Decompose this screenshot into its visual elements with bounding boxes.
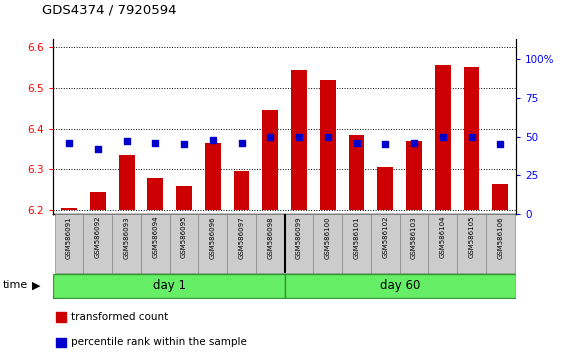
Bar xyxy=(314,214,342,273)
Bar xyxy=(55,214,84,273)
Text: GSM586103: GSM586103 xyxy=(411,216,417,258)
Text: GSM586096: GSM586096 xyxy=(210,216,216,258)
Bar xyxy=(342,214,371,273)
Bar xyxy=(119,155,135,210)
Point xyxy=(93,146,102,152)
Bar xyxy=(349,135,365,210)
Point xyxy=(410,140,419,145)
Text: GDS4374 / 7920594: GDS4374 / 7920594 xyxy=(42,4,177,17)
Bar xyxy=(429,214,457,273)
Bar xyxy=(227,214,256,273)
Point xyxy=(237,140,246,145)
Text: time: time xyxy=(3,280,28,290)
Bar xyxy=(256,214,284,273)
Point xyxy=(295,134,304,139)
Point xyxy=(122,138,131,144)
Text: GSM586106: GSM586106 xyxy=(497,216,503,258)
Point xyxy=(352,140,361,145)
Bar xyxy=(170,214,199,273)
Text: GSM586094: GSM586094 xyxy=(153,216,158,258)
Text: percentile rank within the sample: percentile rank within the sample xyxy=(71,337,247,348)
Point xyxy=(151,140,160,145)
Text: day 1: day 1 xyxy=(153,279,186,292)
Text: GSM586093: GSM586093 xyxy=(123,216,130,258)
Bar xyxy=(90,192,106,210)
Text: GSM586098: GSM586098 xyxy=(268,216,273,258)
Bar xyxy=(56,338,66,347)
Text: GSM586097: GSM586097 xyxy=(238,216,245,258)
Bar xyxy=(61,208,77,210)
Text: GSM586095: GSM586095 xyxy=(181,216,187,258)
Bar xyxy=(435,65,450,210)
Text: GSM586099: GSM586099 xyxy=(296,216,302,258)
Text: GSM586102: GSM586102 xyxy=(383,216,388,258)
Bar xyxy=(284,274,516,298)
Bar xyxy=(141,214,170,273)
Bar xyxy=(53,274,284,298)
Bar xyxy=(399,214,429,273)
Bar xyxy=(284,214,314,273)
Bar xyxy=(112,214,141,273)
Point xyxy=(496,142,505,147)
Text: transformed count: transformed count xyxy=(71,312,168,322)
Point xyxy=(381,142,390,147)
Text: GSM586104: GSM586104 xyxy=(440,216,446,258)
Bar xyxy=(378,167,393,210)
Bar xyxy=(320,80,335,210)
Bar xyxy=(84,214,112,273)
Text: GSM586092: GSM586092 xyxy=(95,216,101,258)
Bar xyxy=(176,187,192,210)
Point xyxy=(467,134,476,139)
Bar xyxy=(56,312,66,322)
Bar xyxy=(457,214,486,273)
Point xyxy=(323,134,332,139)
Text: GSM586091: GSM586091 xyxy=(66,216,72,258)
Bar xyxy=(463,67,480,210)
Point xyxy=(65,140,73,145)
Bar xyxy=(371,214,399,273)
Text: ▶: ▶ xyxy=(32,280,41,290)
Bar xyxy=(148,178,163,210)
Point xyxy=(438,134,447,139)
Bar xyxy=(234,171,250,210)
Bar xyxy=(291,69,307,210)
Point xyxy=(266,134,275,139)
Bar xyxy=(199,214,227,273)
Bar xyxy=(263,110,278,210)
Text: day 60: day 60 xyxy=(380,279,421,292)
Bar xyxy=(486,214,514,273)
Bar xyxy=(493,184,508,210)
Bar xyxy=(205,143,220,210)
Text: GSM586101: GSM586101 xyxy=(353,216,360,258)
Text: GSM586105: GSM586105 xyxy=(468,216,475,258)
Bar xyxy=(406,141,422,210)
Text: GSM586100: GSM586100 xyxy=(325,216,331,258)
Point xyxy=(208,137,217,143)
Point xyxy=(180,142,188,147)
